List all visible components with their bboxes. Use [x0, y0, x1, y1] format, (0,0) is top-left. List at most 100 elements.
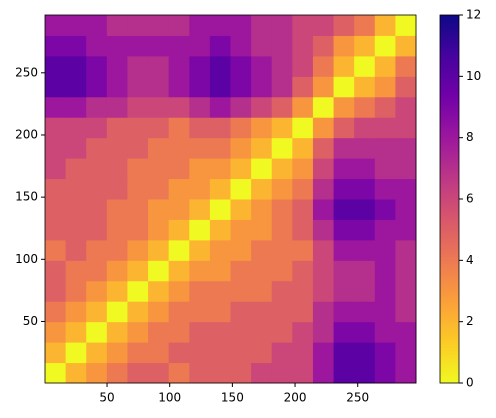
heatmap-cell [395, 117, 417, 139]
heatmap-cell [65, 199, 87, 220]
heatmap-cell [168, 15, 190, 36]
heatmap-cell [209, 219, 231, 241]
heatmap-cell [168, 342, 190, 364]
heatmap-cell [354, 137, 376, 159]
heatmap-cell [148, 362, 170, 384]
heatmap-cell [209, 178, 231, 200]
heatmap-cell [312, 239, 335, 261]
heatmap-cell [312, 321, 335, 343]
heatmap-cell [333, 260, 355, 282]
heatmap-cell [189, 280, 211, 302]
x-tick-label: 100 [158, 391, 181, 405]
heatmap-cell [209, 260, 231, 282]
heatmap-cell [45, 15, 67, 36]
heatmap-cell [168, 260, 190, 282]
heatmap-cell [65, 15, 87, 36]
heatmap-cell [189, 239, 211, 261]
heatmap-cell [251, 260, 273, 282]
heatmap-cell [271, 96, 293, 118]
heatmap-cell [148, 117, 170, 139]
heatmap-cell [86, 301, 108, 323]
heatmap-cell [395, 260, 417, 282]
colorbar-tick-label: 4 [466, 253, 474, 267]
heatmap-cell [251, 219, 273, 241]
heatmap-cell [292, 76, 314, 98]
heatmap-cell [127, 178, 149, 200]
heatmap-cell [230, 178, 252, 200]
heatmap-cell [168, 301, 190, 323]
heatmap-cell [127, 321, 149, 343]
heatmap-cell [45, 280, 67, 302]
heatmap-cell [374, 301, 396, 323]
heatmap-cell [333, 158, 355, 180]
heatmap-cell [189, 321, 211, 343]
heatmap-cell [45, 158, 67, 180]
heatmap-cell [354, 301, 376, 323]
heatmap-cell [230, 15, 252, 36]
heatmap-cell [333, 117, 355, 139]
heatmap-cell [65, 178, 87, 200]
heatmap-cell [65, 76, 87, 98]
heatmap-cell [106, 280, 128, 302]
heatmap-cell [271, 55, 293, 77]
heatmap-cell [292, 260, 314, 282]
heatmap-cell [86, 362, 108, 384]
heatmap-cell [395, 35, 417, 57]
heatmap-cell [251, 321, 273, 343]
heatmap-cell [65, 55, 87, 77]
heatmap-cell [65, 260, 87, 282]
heatmap-cell [65, 96, 87, 118]
heatmap-cell [65, 35, 87, 57]
heatmap-cell [251, 15, 273, 36]
heatmap-cell [395, 199, 417, 220]
heatmap-cell [230, 260, 252, 282]
heatmap-cell [209, 239, 231, 261]
heatmap-cell [45, 137, 67, 159]
heatmap-cell [127, 219, 149, 241]
heatmap-cell [333, 342, 355, 364]
heatmap-cell [292, 96, 314, 118]
heatmap-cell [333, 96, 355, 118]
heatmap-cell [209, 362, 231, 384]
heatmap-cell [292, 15, 314, 36]
heatmap-cell [395, 15, 417, 36]
heatmap-cell [251, 362, 273, 384]
heatmap-cell [395, 76, 417, 98]
heatmap-cell [271, 362, 293, 384]
heatmap-cell [354, 76, 376, 98]
heatmap-cell [333, 15, 355, 36]
heatmap-cell [106, 260, 128, 282]
heatmap-cell [189, 35, 211, 57]
heatmap-cell [271, 321, 293, 343]
heatmap-cell [106, 239, 128, 261]
heatmap-cell [251, 342, 273, 364]
heatmap-cell [292, 199, 314, 220]
heatmap-cell [168, 35, 190, 57]
heatmap-cell [168, 76, 190, 98]
heatmap-cell [168, 158, 190, 180]
heatmap-cell [374, 219, 396, 241]
heatmap-cell [148, 96, 170, 118]
heatmap-cell [86, 280, 108, 302]
heatmap-cell [271, 15, 293, 36]
heatmap-cell [230, 117, 252, 139]
heatmap-cell [127, 342, 149, 364]
heatmap-cell [312, 55, 335, 77]
heatmap-cell [168, 117, 190, 139]
y-tick-label: 250 [15, 65, 38, 79]
heatmap-cell [106, 55, 128, 77]
heatmap-cell [230, 35, 252, 57]
heatmap-cell [106, 301, 128, 323]
heatmap-cell [312, 280, 335, 302]
heatmap-cell [354, 55, 376, 77]
heatmap-cell [395, 158, 417, 180]
heatmap-cell [271, 137, 293, 159]
heatmap-cell [45, 301, 67, 323]
heatmap-cell [127, 362, 149, 384]
heatmap-cell [354, 178, 376, 200]
heatmap-cell [65, 321, 87, 343]
heatmap-cell [374, 199, 396, 220]
heatmap-cell [86, 55, 108, 77]
heatmap-cell [189, 137, 211, 159]
heatmap-cell [209, 76, 231, 98]
